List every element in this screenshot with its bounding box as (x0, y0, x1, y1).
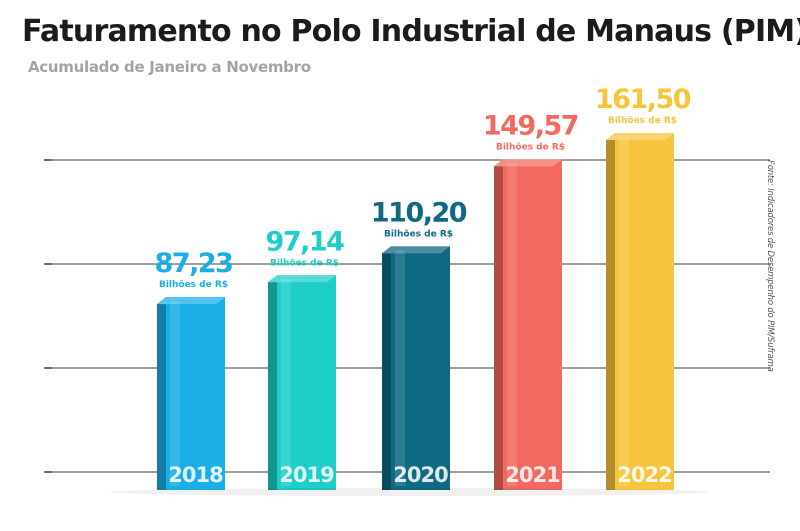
bar-top-2022 (606, 133, 674, 140)
value-label-2021: 149,57 (483, 110, 578, 141)
chart-subtitle: Acumulado de Janeiro a Novembro (28, 58, 311, 76)
bar-side-2018 (157, 297, 166, 490)
bar-2021 (503, 159, 562, 490)
bar-highlight-2021 (507, 163, 517, 486)
unit-label-2021: Bilhões de R$ (496, 142, 565, 152)
unit-label-2019: Bilhões de R$ (270, 258, 339, 268)
value-label-2019: 97,14 (266, 226, 345, 257)
bar-top-2018 (157, 297, 225, 305)
chart-title: Faturamento no Polo Industrial de Manaus… (22, 14, 800, 49)
bar-side-2020 (382, 246, 391, 490)
bar-top-2020 (382, 246, 450, 254)
bar-highlight-2020 (395, 250, 405, 486)
bar-top-2021 (494, 159, 562, 167)
value-label-2018: 87,23 (155, 248, 233, 279)
year-label-2021: 2021 (505, 463, 560, 487)
year-label-2018: 2018 (168, 463, 223, 487)
bar-2018 (166, 297, 225, 490)
floor-shadow (110, 488, 710, 496)
year-label-2019: 2019 (279, 463, 334, 487)
bar-top-2019 (268, 275, 336, 283)
bar-highlight-2022 (619, 137, 629, 486)
bar-2020 (391, 246, 450, 490)
unit-label-2022: Bilhões de R$ (608, 116, 677, 126)
bar-side-2022 (606, 133, 615, 490)
bar-highlight-2019 (281, 279, 291, 486)
bar-highlight-2018 (170, 301, 180, 486)
bar-2022 (615, 133, 674, 490)
value-label-2020: 110,20 (371, 197, 467, 228)
value-label-2022: 161,50 (595, 84, 691, 115)
bar-side-2021 (494, 159, 503, 490)
unit-label-2018: Bilhões de R$ (159, 280, 228, 290)
bar-side-2019 (268, 275, 277, 490)
year-label-2020: 2020 (393, 463, 448, 487)
unit-label-2020: Bilhões de R$ (384, 229, 453, 239)
bar-2019 (277, 275, 336, 490)
year-label-2022: 2022 (617, 463, 671, 487)
